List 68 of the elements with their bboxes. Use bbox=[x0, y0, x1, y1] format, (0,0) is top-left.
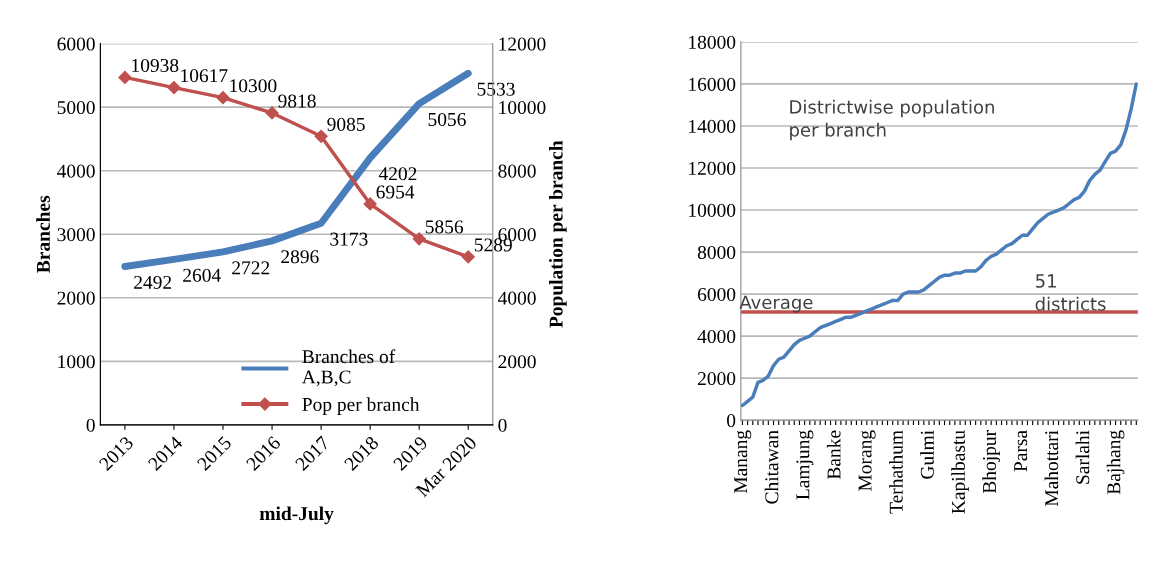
data-label: 5056 bbox=[428, 112, 466, 127]
x-tick-label: Lamjung bbox=[796, 430, 814, 500]
x-tick-label: Parsa bbox=[1014, 430, 1028, 472]
data-label: 6954 bbox=[376, 185, 415, 199]
y-tick-label: 2000 bbox=[697, 371, 736, 386]
annotation: Districtwise population per branch bbox=[790, 99, 994, 141]
y-tick-label: 4000 bbox=[697, 329, 736, 344]
annotation: 51 districts bbox=[1035, 274, 1106, 311]
y-tick-label: 14000 bbox=[689, 119, 736, 133]
y-tick-label: 10000 bbox=[689, 203, 736, 217]
point bbox=[265, 106, 279, 120]
y2-tick-label: 10000 bbox=[499, 101, 546, 115]
data-label: 4202 bbox=[378, 167, 417, 181]
y-tick-label: 0 bbox=[727, 414, 736, 428]
data-label: 2896 bbox=[281, 250, 319, 264]
data-label: 3173 bbox=[330, 232, 368, 246]
y2-axis-title: Population per branch bbox=[549, 140, 567, 328]
y-axis-title: Branches bbox=[36, 195, 50, 273]
point bbox=[412, 232, 426, 246]
x-tick-label: Terhathum bbox=[889, 430, 903, 514]
y-tick-label: 3000 bbox=[57, 228, 95, 242]
y-tick-label: 5000 bbox=[57, 101, 95, 115]
legend-label: Branches of A,B,C bbox=[301, 349, 396, 387]
x-tick-label: Manang bbox=[734, 430, 752, 494]
ref-line-label: Average bbox=[739, 295, 813, 313]
data-label: 2604 bbox=[183, 268, 221, 282]
data-label: 9085 bbox=[327, 117, 365, 131]
x-tick-label: Banke bbox=[826, 430, 841, 480]
data-label: 10938 bbox=[132, 58, 179, 73]
point bbox=[314, 129, 328, 143]
data-label: 5856 bbox=[425, 220, 464, 234]
point bbox=[363, 197, 377, 211]
x-axis-title: mid-July bbox=[259, 506, 334, 525]
x-tick-label: Bhojpur bbox=[982, 430, 1000, 494]
data-label: 10300 bbox=[230, 79, 277, 93]
y-tick-label: 6000 bbox=[697, 287, 736, 302]
y-tick-label: 4000 bbox=[57, 164, 95, 178]
point bbox=[118, 70, 132, 84]
y2-tick-label: 12000 bbox=[499, 37, 546, 51]
y-tick-label: 6000 bbox=[57, 37, 95, 51]
y-tick-label: 1000 bbox=[58, 355, 95, 369]
point bbox=[167, 80, 181, 95]
y-tick-label: 16000 bbox=[689, 77, 736, 91]
x-tick-label: Chitawan bbox=[764, 430, 779, 504]
y-tick-label: 0 bbox=[86, 418, 95, 432]
x-tick-label: Morang bbox=[858, 430, 876, 491]
data-label: 9818 bbox=[278, 94, 316, 108]
data-label: 5533 bbox=[477, 82, 515, 96]
y-tick-label: 12000 bbox=[689, 161, 736, 175]
line-series bbox=[740, 82, 1138, 408]
point bbox=[461, 250, 475, 264]
y2-tick-label: 8000 bbox=[498, 164, 536, 178]
y-tick-label: 8000 bbox=[697, 245, 736, 260]
data-label: 10617 bbox=[181, 69, 228, 83]
x-tick-label: Bajhang bbox=[1106, 430, 1125, 495]
y2-tick-label: 2000 bbox=[498, 355, 536, 369]
x-tick-label: Gulmi bbox=[920, 430, 934, 479]
x-tick-label: Mahottari bbox=[1044, 430, 1059, 507]
y-tick-label: 2000 bbox=[57, 291, 95, 305]
point bbox=[216, 91, 230, 105]
data-label: 2492 bbox=[134, 275, 172, 289]
x-tick-label: Sarlahi bbox=[1075, 430, 1090, 484]
x-tick-label: Kapilbastu bbox=[951, 430, 969, 514]
data-label: 2722 bbox=[232, 261, 270, 275]
legend-label: Pop per branch bbox=[302, 397, 420, 415]
y2-tick-label: 4000 bbox=[498, 291, 536, 305]
y-tick-label: 18000 bbox=[689, 35, 736, 49]
y2-tick-label: 0 bbox=[498, 418, 507, 432]
